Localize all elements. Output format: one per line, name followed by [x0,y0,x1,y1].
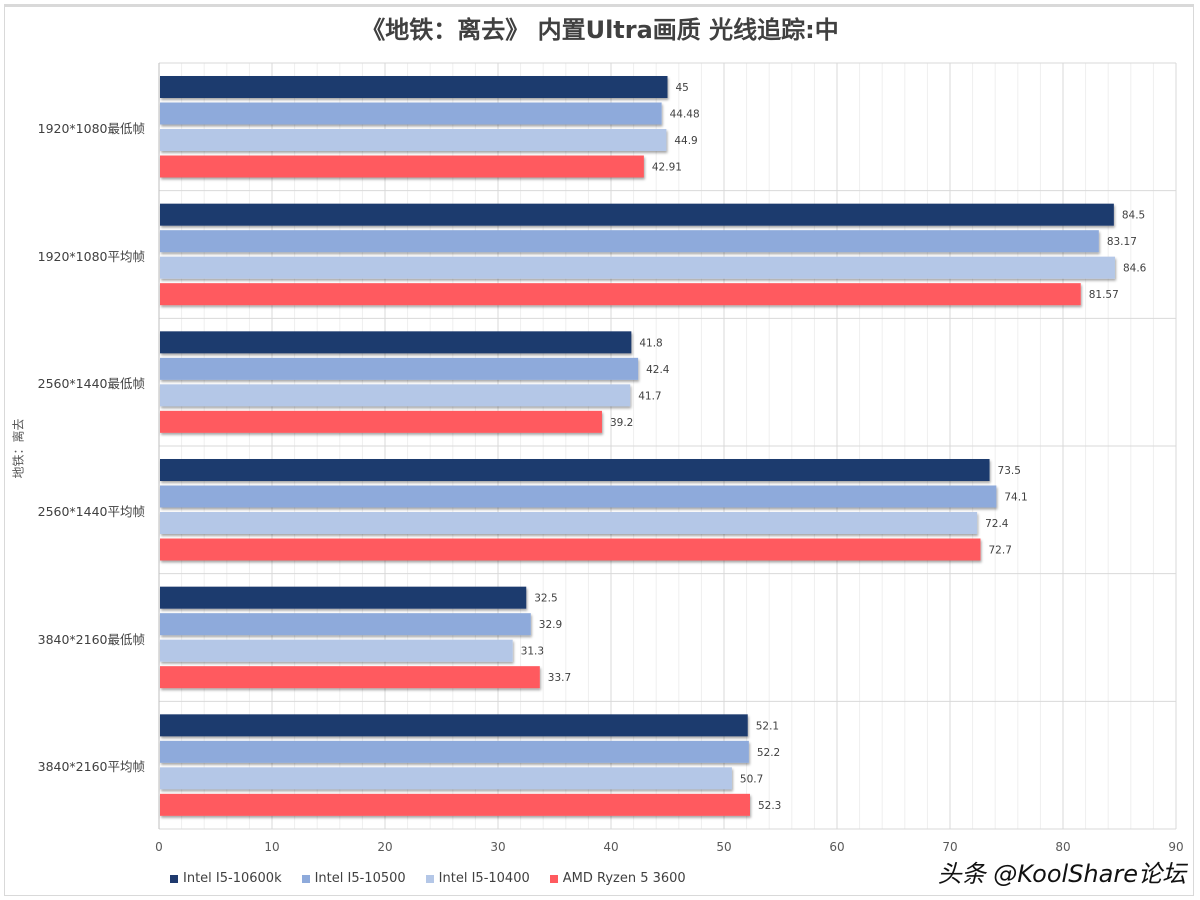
x-tick-label: 40 [603,840,618,854]
bar [160,639,513,662]
data-label: 52.2 [757,747,780,759]
data-label: 84.5 [1122,210,1145,222]
x-tick-label: 80 [1055,840,1070,854]
bar [160,512,978,534]
data-label: 41.7 [638,390,661,402]
bar [160,613,531,636]
data-label: 84.6 [1123,263,1147,275]
category-label: 3840*2160平均帧 [37,759,145,775]
bar [160,410,602,433]
data-label: 42.4 [646,364,670,376]
chart-title: 《地铁：离去》 内置Ultra画质 光线追踪:中 [361,16,839,44]
bar [160,767,732,790]
data-label: 42.91 [652,162,682,174]
bar [160,283,1081,306]
x-tick-label: 30 [490,840,505,854]
data-label: 74.1 [1004,492,1027,504]
legend-item: Intel I5-10600k [170,871,282,886]
data-label: 44.9 [674,135,697,147]
watermark: 头条 @KoolShare论坛 [937,860,1186,888]
bar [160,230,1099,253]
legend-item: Intel I5-10500 [301,871,406,886]
bar [160,331,632,354]
data-label: 45 [676,82,689,94]
legend-item: Intel I5-10400 [425,871,530,886]
legend-label: AMD Ryzen 5 3600 [562,871,686,886]
x-tick-label: 10 [264,840,279,854]
data-label: 32.5 [534,593,557,605]
x-tick-label: 70 [942,840,957,854]
data-label: 52.1 [756,720,779,732]
data-label: 83.17 [1107,236,1137,248]
legend-label: Intel I5-10500 [314,871,406,886]
data-label: 50.7 [740,773,763,785]
legend-swatch [425,874,434,883]
x-tick-label: 90 [1168,840,1183,854]
bar [160,256,1115,279]
legend-item: AMD Ryzen 5 3600 [549,871,686,886]
data-label: 39.2 [610,417,633,429]
x-tick-label: 50 [716,840,731,854]
data-label: 33.7 [548,672,571,684]
bar [160,740,749,763]
bar [160,155,644,178]
bar [160,485,997,508]
bar [160,102,662,125]
category-label: 2560*1440最低帧 [37,376,145,392]
data-label: 52.3 [758,800,781,812]
category-label: 3840*2160最低帧 [37,631,145,647]
data-label: 81.57 [1089,289,1119,301]
category-label: 2560*1440平均帧 [37,503,145,519]
data-label: 41.8 [639,337,662,349]
data-label: 44.48 [670,109,700,121]
data-label: 31.3 [521,646,544,658]
bar [160,129,667,151]
data-label: 72.4 [985,518,1009,530]
legend-swatch [549,874,558,883]
bar [160,793,750,816]
category-label: 1920*1080最低帧 [37,120,145,136]
legend-swatch [301,874,310,883]
bar [160,357,639,380]
bar [160,203,1114,226]
x-tick-label: 20 [377,840,392,854]
bar [160,666,540,689]
x-tick-label: 0 [155,840,163,854]
bar [160,384,631,407]
legend-label: Intel I5-10600k [183,871,282,886]
data-label: 72.7 [989,545,1012,557]
data-label: 32.9 [539,619,562,631]
x-tick-label: 60 [829,840,844,854]
bar [160,586,527,609]
legend-swatch [170,874,178,883]
category-label: 1920*1080平均帧 [37,248,145,264]
bar [160,76,668,98]
bar [160,459,990,481]
legend-label: Intel I5-10400 [438,871,530,886]
chart-frame [4,4,1194,896]
bar [160,714,748,737]
data-label: 73.5 [998,465,1021,477]
legend: Intel I5-10600k Intel I5-10500 Intel I5-10… [170,871,686,886]
bar [160,538,981,561]
